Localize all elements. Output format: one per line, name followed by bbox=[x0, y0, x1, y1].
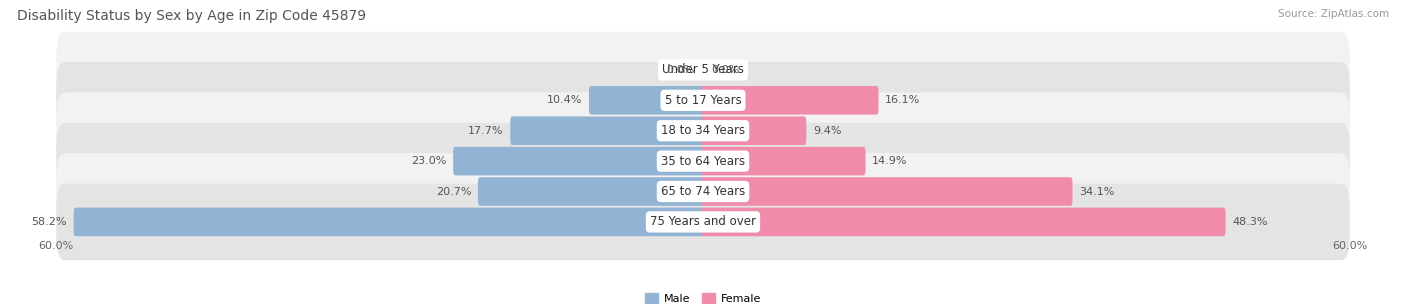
FancyBboxPatch shape bbox=[589, 86, 704, 115]
FancyBboxPatch shape bbox=[702, 147, 866, 175]
FancyBboxPatch shape bbox=[478, 177, 704, 206]
FancyBboxPatch shape bbox=[56, 153, 1350, 230]
Text: 5 to 17 Years: 5 to 17 Years bbox=[665, 94, 741, 107]
FancyBboxPatch shape bbox=[56, 184, 1350, 260]
Text: 65 to 74 Years: 65 to 74 Years bbox=[661, 185, 745, 198]
Text: 58.2%: 58.2% bbox=[31, 217, 67, 227]
Text: Source: ZipAtlas.com: Source: ZipAtlas.com bbox=[1278, 9, 1389, 19]
FancyBboxPatch shape bbox=[453, 147, 704, 175]
Text: 0.0%: 0.0% bbox=[711, 65, 740, 75]
Legend: Male, Female: Male, Female bbox=[641, 289, 765, 304]
Text: Disability Status by Sex by Age in Zip Code 45879: Disability Status by Sex by Age in Zip C… bbox=[17, 9, 366, 23]
FancyBboxPatch shape bbox=[73, 208, 704, 236]
FancyBboxPatch shape bbox=[56, 92, 1350, 169]
Text: 0.0%: 0.0% bbox=[666, 65, 695, 75]
FancyBboxPatch shape bbox=[56, 123, 1350, 199]
FancyBboxPatch shape bbox=[510, 116, 704, 145]
Text: 23.0%: 23.0% bbox=[411, 156, 447, 166]
Text: 14.9%: 14.9% bbox=[872, 156, 908, 166]
FancyBboxPatch shape bbox=[702, 208, 1226, 236]
Text: Under 5 Years: Under 5 Years bbox=[662, 64, 744, 76]
Text: 9.4%: 9.4% bbox=[813, 126, 841, 136]
Text: 48.3%: 48.3% bbox=[1232, 217, 1268, 227]
FancyBboxPatch shape bbox=[702, 177, 1073, 206]
FancyBboxPatch shape bbox=[56, 32, 1350, 108]
Text: 10.4%: 10.4% bbox=[547, 95, 582, 105]
Text: 34.1%: 34.1% bbox=[1080, 187, 1115, 196]
FancyBboxPatch shape bbox=[56, 62, 1350, 139]
Text: 75 Years and over: 75 Years and over bbox=[650, 216, 756, 228]
Text: 17.7%: 17.7% bbox=[468, 126, 503, 136]
FancyBboxPatch shape bbox=[702, 116, 806, 145]
Text: 16.1%: 16.1% bbox=[886, 95, 921, 105]
Text: 35 to 64 Years: 35 to 64 Years bbox=[661, 155, 745, 168]
Text: 18 to 34 Years: 18 to 34 Years bbox=[661, 124, 745, 137]
Text: 20.7%: 20.7% bbox=[436, 187, 471, 196]
FancyBboxPatch shape bbox=[702, 86, 879, 115]
